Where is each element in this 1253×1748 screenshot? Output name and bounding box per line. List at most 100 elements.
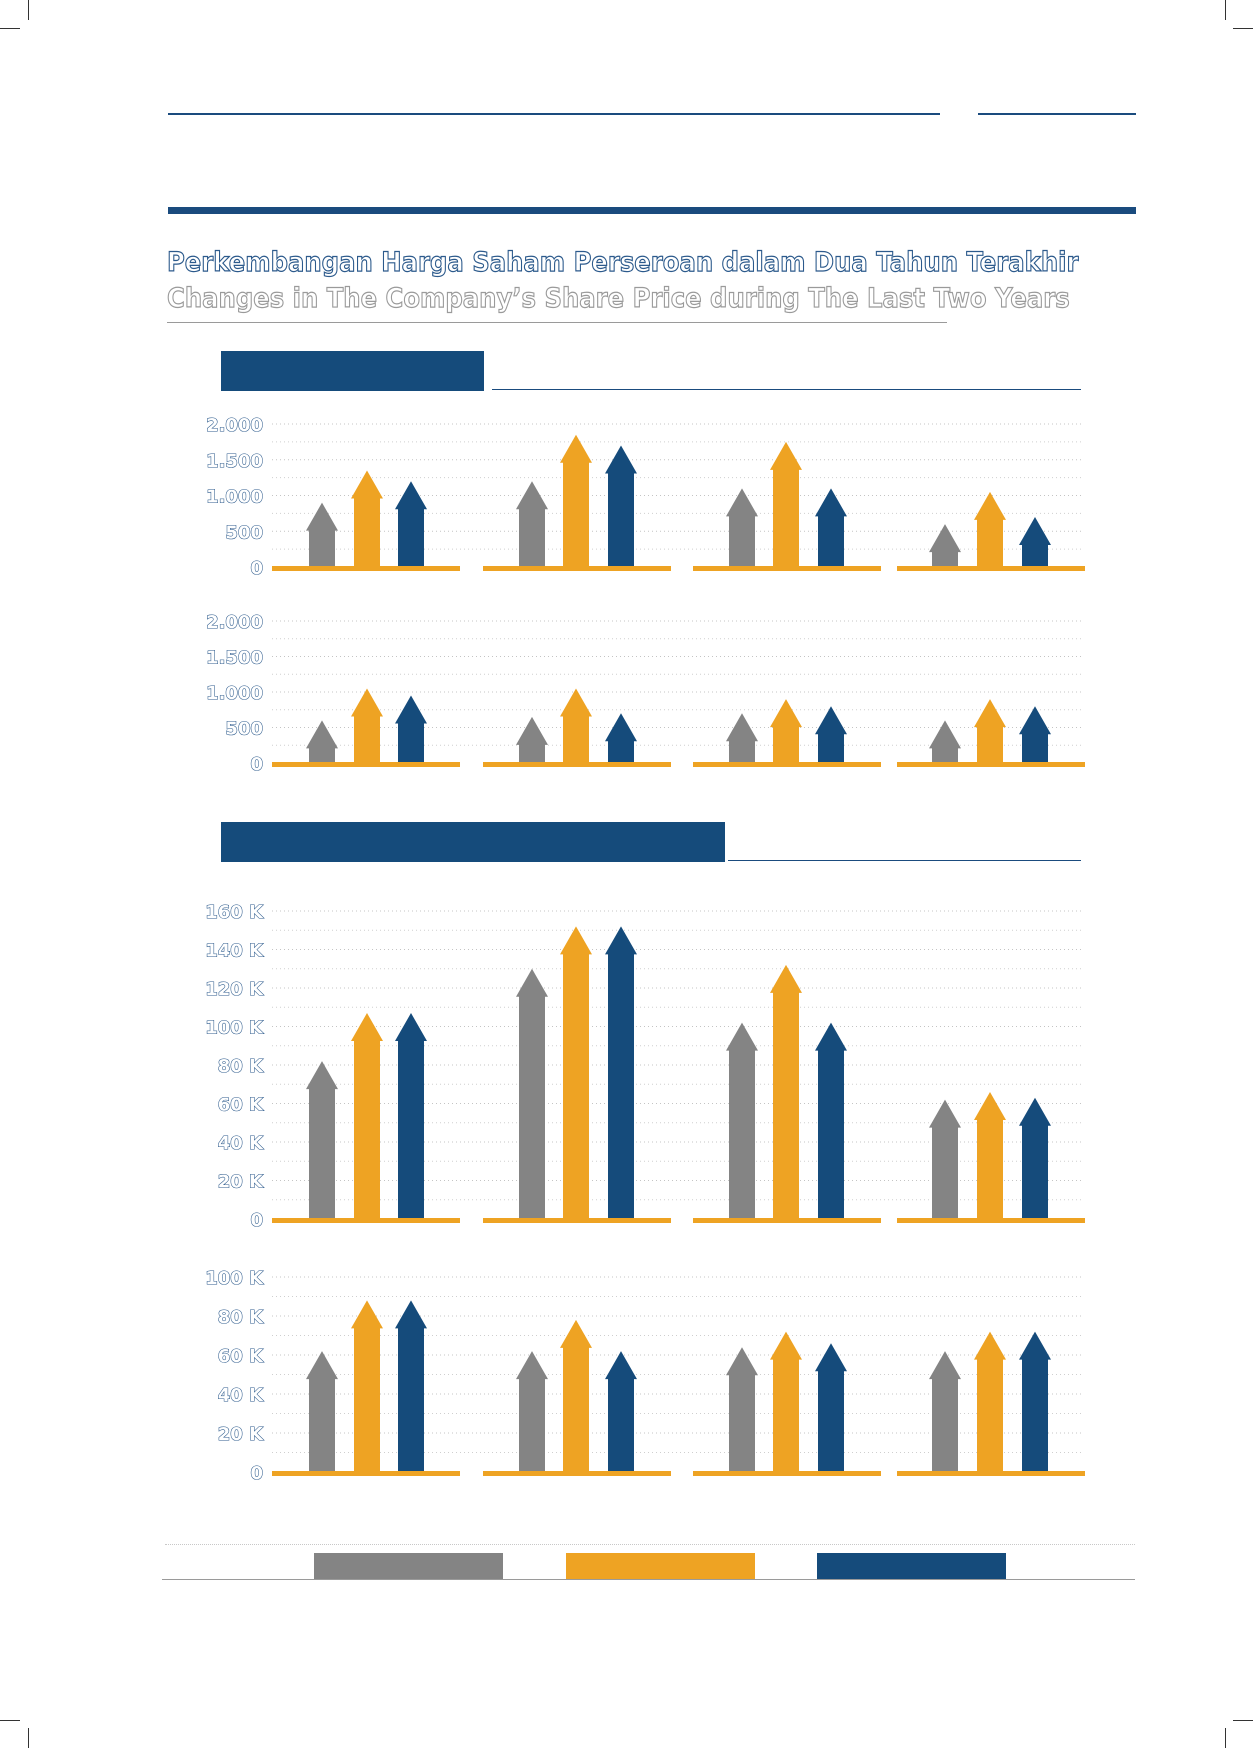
y-tick-label: 20 K [218,1172,264,1193]
y-tick-label: 140 K [205,941,264,962]
bar-arrow [929,524,961,567]
section-band-volume [221,822,725,862]
bar-arrow [351,1300,383,1472]
section-title-id: Perkembangan Harga Saham Perseroan dalam… [166,246,1079,278]
bar-arrow [560,688,592,763]
bar-arrow [726,713,758,763]
group-baseline [272,1218,460,1223]
bar-arrow [605,926,637,1219]
group-baseline [897,1471,1085,1476]
y-tick-label: 60 K [218,1095,264,1116]
crop-mark [0,1720,20,1721]
bar-arrow [1019,1097,1051,1219]
y-tick-label: 0 [250,1463,263,1484]
bar-arrow [351,688,383,763]
y-tick-label: 1.000 [206,487,263,508]
y-tick-label: 0 [250,1210,263,1231]
bar-arrow [516,716,548,763]
bar-arrow [815,488,847,567]
crop-mark [28,1728,29,1748]
bar-arrow [560,434,592,567]
bar-arrow [1019,1331,1051,1472]
y-tick-label: 0 [250,754,263,775]
bar-arrow [306,502,338,567]
group-baseline [693,762,881,767]
y-tick-label: 2.000 [206,415,263,436]
y-tick-label: 0 [250,558,263,579]
bar-arrow [770,441,802,567]
bar-arrow [815,1022,847,1219]
bar-arrow [395,1013,427,1219]
title-separator [167,322,947,323]
bar-arrow [516,481,548,567]
bar-arrow [1019,706,1051,763]
y-tick-label: 40 K [218,1385,264,1406]
legend-base-line [162,1579,1135,1580]
bar-arrow [306,1061,338,1219]
group-baseline [272,1471,460,1476]
y-tick-label: 500 [225,522,263,543]
bar-arrow [1019,516,1051,567]
y-tick-label: 20 K [218,1424,264,1445]
crop-mark [1225,1728,1226,1748]
bar-arrow [815,1343,847,1472]
header-rule-left [168,113,940,115]
y-tick-label: 80 K [218,1056,264,1077]
y-tick-label: 1.500 [206,451,263,472]
bar-arrow [726,488,758,567]
bar-arrow [306,720,338,763]
bar-arrow [974,1331,1006,1472]
bar-arrow [605,713,637,763]
crop-mark [0,28,20,29]
group-baseline [483,1218,671,1223]
crop-mark [28,0,29,20]
legend-swatch-gray [314,1553,503,1579]
header-rule-right [978,113,1136,115]
bar-arrow [395,481,427,567]
bar-arrow [605,445,637,567]
group-baseline [483,566,671,571]
y-tick-label: 100 K [205,1018,264,1039]
y-tick-label: 80 K [218,1307,264,1328]
group-baseline [693,1471,881,1476]
bar-arrow [726,1022,758,1219]
bar-arrow [929,720,961,763]
group-baseline [272,762,460,767]
crop-mark [1233,28,1253,29]
group-baseline [897,762,1085,767]
bar-arrow [770,699,802,763]
group-baseline [693,1218,881,1223]
y-tick-label: 40 K [218,1133,264,1154]
bar-arrow [560,1319,592,1472]
group-baseline [483,1471,671,1476]
legend-dotted-line [165,1544,1135,1545]
bar-arrow [974,699,1006,763]
y-tick-label: 500 [225,719,263,740]
y-tick-label: 120 K [205,979,264,1000]
bar-arrow [974,1091,1006,1219]
bar-arrow [726,1347,758,1472]
bar-arrow [395,695,427,763]
group-baseline [693,566,881,571]
legend-swatch-orange [566,1553,755,1579]
bar-arrow [974,491,1006,567]
y-tick-label: 60 K [218,1346,264,1367]
legend-swatch-blue [817,1553,1006,1579]
bar-arrow [516,1351,548,1472]
bar-arrow [306,1351,338,1472]
bar-arrow [770,964,802,1219]
crop-mark [1225,0,1226,20]
group-baseline [897,566,1085,571]
y-tick-label: 2.000 [206,612,263,633]
section-title-en: Changes in The Company’s Share Price dur… [166,282,1070,314]
bar-arrow [516,968,548,1219]
y-tick-label: 1.000 [206,683,263,704]
bar-arrow [560,926,592,1219]
group-baseline [483,762,671,767]
bar-arrow [395,1300,427,1472]
header-rule-thick [168,207,1136,214]
bar-arrow [351,470,383,567]
bar-arrow [815,706,847,763]
bar-arrow [770,1331,802,1472]
